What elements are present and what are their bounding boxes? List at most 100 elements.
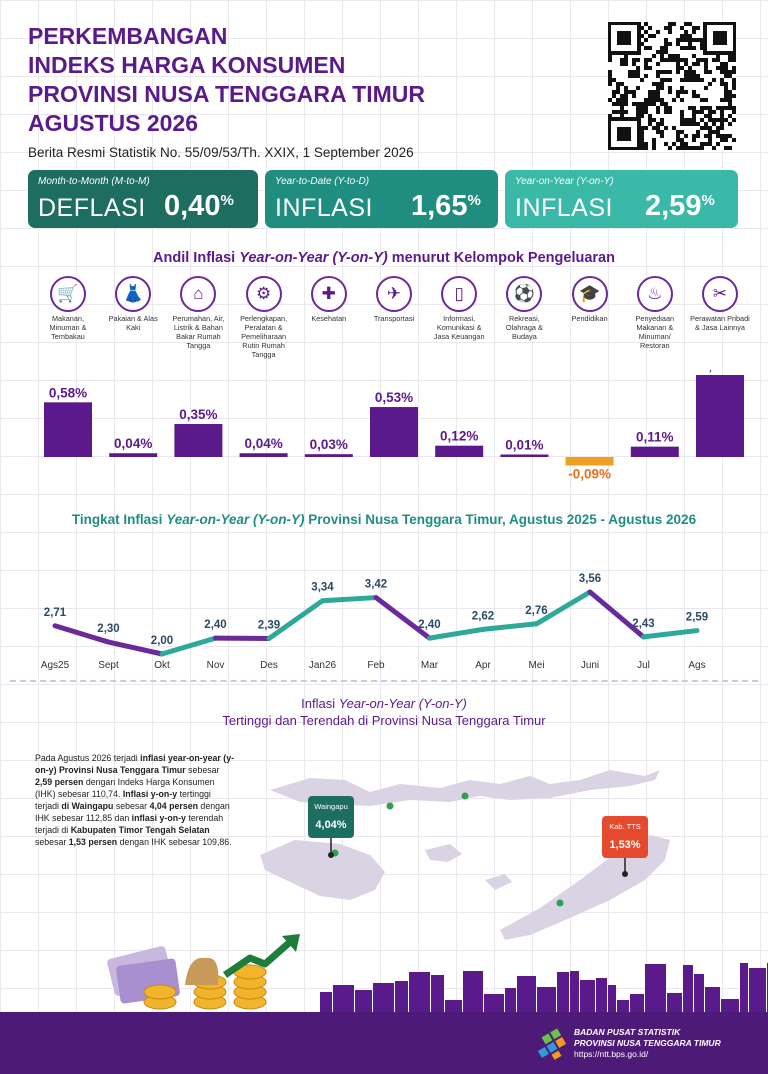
bps-logo <box>537 1028 567 1060</box>
waingapu-callout: Waingapu 4,04% <box>308 796 354 858</box>
tts-dot <box>622 871 628 877</box>
title-line: PERKEMBANGAN <box>28 23 228 49</box>
andil-value-label: 0,04% <box>244 436 282 451</box>
qr-code[interactable] <box>608 22 736 150</box>
flores-island <box>270 770 660 806</box>
city-dot <box>461 792 469 800</box>
inflation-description: Pada Agustus 2026 terjadi inflasi year-o… <box>35 753 235 847</box>
coins-illustration <box>107 934 300 1010</box>
x-tick-label: Juni <box>581 660 599 671</box>
yoy-kind: INFLASI <box>515 194 613 222</box>
andil-value-label: 0,04% <box>114 436 152 451</box>
yoy-value-label: 2,40 <box>204 619 226 631</box>
trend-arrow-icon <box>223 939 293 978</box>
page-title: PERKEMBANGAN INDEKS HARGA KONSUMEN PROVI… <box>28 22 548 138</box>
coin-icon <box>143 984 177 1000</box>
expenditure-group: ✚ Kesehatan <box>299 276 359 323</box>
phone-icon: ▯ <box>441 276 478 312</box>
andil-value-label: 0,03% <box>310 437 348 452</box>
andil-bar <box>435 445 484 457</box>
yoy-line-segment <box>587 589 646 640</box>
andil-bar <box>565 457 614 466</box>
andil-value-label: 0,53% <box>375 390 413 405</box>
andil-bar <box>370 407 418 457</box>
x-tick-label: Apr <box>475 660 491 671</box>
expenditure-group: ⚙ Perlengkapan, Peralatan & Pemeliharaan … <box>234 276 294 359</box>
andil-value-label: 0,87% <box>701 370 739 373</box>
tts-value: 1,53% <box>609 839 640 851</box>
x-tick-label: Des <box>260 660 278 671</box>
yoy-value-label: 2,71 <box>44 607 67 619</box>
sport-icon: ⚽ <box>506 276 543 312</box>
ytd-label: Year-to-Date (Y-to-D) <box>275 176 370 187</box>
airplane-icon: ✈ <box>376 276 412 312</box>
expenditure-group: ✈ Transportasi <box>364 276 424 323</box>
yoy-value-label: 2,30 <box>97 623 119 635</box>
yoy-value: 2,59% <box>645 190 715 222</box>
x-tick-label: Mar <box>421 660 439 671</box>
title-line: AGUSTUS 2026 <box>28 110 199 136</box>
mtm-summary-card: Month-to-Month (M-to-M) DEFLASI 0,40% <box>28 170 258 228</box>
x-tick-label: Ags25 <box>41 660 70 671</box>
expenditure-group: ⌂ Perumahan, Air, Listrik & Bahan Bakar R… <box>168 276 228 350</box>
expenditure-group-label: Pendidikan <box>571 314 608 323</box>
andil-bar <box>304 454 353 457</box>
yoy-line-segment <box>427 626 486 641</box>
house-icon: ⌂ <box>180 276 217 312</box>
org-region: PROVINSI NUSA TENGGARA TIMUR <box>574 1038 721 1048</box>
expenditure-group-label: Penyediaan Makanan & Minuman/ Restoran <box>635 314 675 350</box>
tts-box <box>602 816 648 858</box>
map-title: Inflasi Year-on-Year (Y-on-Y) Tertinggi … <box>222 696 546 728</box>
waingapu-label: Waingapu <box>314 802 348 811</box>
yoy-value-label: 2,39 <box>258 620 280 632</box>
title-line: PROVINSI NUSA TENGGARA TIMUR <box>28 81 425 107</box>
yoy-value-label: 3,56 <box>579 573 601 585</box>
expenditure-group-label: Kesehatan <box>311 314 347 323</box>
yoy-line-chart: 2,71 Ags25 2,30 Sept 2,00 Okt 2,40 Nov 2,39 Des 3,… <box>41 573 708 671</box>
andil-value-label: -0,09% <box>568 466 611 481</box>
tools-icon: ✂ <box>702 276 738 312</box>
mtm-value: 0,40% <box>164 190 234 222</box>
andil-value-label: 0,01% <box>505 438 543 453</box>
x-tick-label: Jul <box>637 660 650 671</box>
expenditure-group-label: Perumahan, Air, Listrik & Bahan Bakar Ru… <box>172 314 225 350</box>
bps-website-link[interactable]: https://ntt.bps.go.id/ <box>574 1049 649 1059</box>
ytd-value: 1,65% <box>411 190 481 222</box>
yoy-line-segment <box>641 628 700 640</box>
expenditure-group: 🛒 Makanan, Minuman & Tembakau <box>38 276 98 341</box>
yoy-value-label: 2,40 <box>418 619 440 631</box>
andil-bar <box>109 453 158 457</box>
city-dot <box>556 899 564 907</box>
yoy-line-segment <box>159 635 218 657</box>
yoy-value-label: 3,34 <box>311 582 334 594</box>
yoy-line-segment <box>480 621 539 632</box>
expenditure-group-label: Informasi, Komunikasi & Jasa Keuangan <box>433 314 485 341</box>
section-divider <box>10 680 758 682</box>
city-skyline <box>320 963 768 1014</box>
andil-value-label: 0,35% <box>179 407 217 422</box>
ntt-province-map: Waingapu 4,04% Kab. TTS 1,53% <box>260 770 670 940</box>
x-tick-label: Feb <box>367 660 385 671</box>
andil-chart-title: Andil Inflasi Year-on-Year (Y-on-Y) menu… <box>153 250 615 266</box>
yoy-value-label: 2,43 <box>632 618 654 630</box>
graduation-cap-icon: 🎓 <box>571 276 608 312</box>
press-release-number: Berita Resmi Statistik No. 55/09/53/Th. … <box>28 145 414 160</box>
andil-bar <box>696 375 744 457</box>
andil-bar <box>174 424 223 457</box>
yoy-value-label: 2,59 <box>686 612 708 624</box>
rote-island <box>485 874 512 890</box>
yoy-value-label: 3,42 <box>365 579 387 591</box>
expenditure-group-label: Makanan, Minuman & Tembakau <box>49 314 87 341</box>
city-dot <box>386 802 394 810</box>
expenditure-group: 👗 Pakaian & Alas Kaki <box>103 276 163 332</box>
bps-name: BADAN PUSAT STATISTIK PROVINSI NUSA TENG… <box>574 1027 721 1060</box>
x-tick-label: Okt <box>154 660 170 671</box>
expenditure-group-label: Perlengkapan, Peralatan & Pemeliharaan R… <box>240 314 288 359</box>
tts-label: Kab. TTS <box>609 822 641 831</box>
x-tick-label: Jan26 <box>309 660 337 671</box>
andil-bar-chart: 0,58% 0,04% 0,35% 0,04% 0,03% 0,53% 0,12% 0,01%… <box>44 370 744 481</box>
money-bag-icon <box>185 958 219 985</box>
dress-icon: 👗 <box>115 276 152 312</box>
expenditure-group-label: Rekreasi, Olahraga & Budaya <box>505 314 543 341</box>
x-tick-label: Sept <box>98 660 119 671</box>
